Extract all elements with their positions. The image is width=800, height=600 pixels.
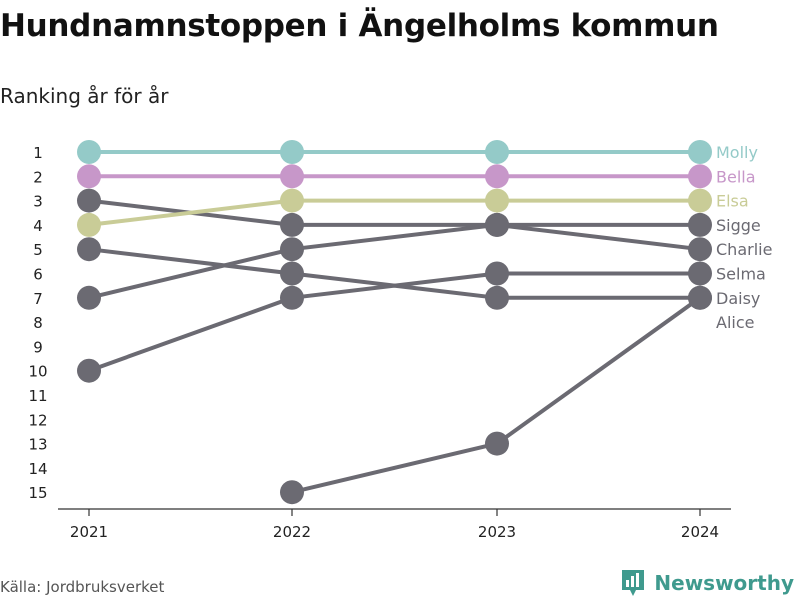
x-tick-label: 2023 — [478, 523, 516, 541]
data-point-charlie — [77, 237, 101, 262]
data-point-daisy — [280, 285, 304, 310]
end-labels: Molly Bella Elsa Sigge Charlie Selma Daisy Alic… — [716, 143, 772, 332]
chart-title: Hundnamnstoppen i Ängelholms kommun — [0, 8, 719, 44]
chart-subtitle: Ranking år för år — [0, 84, 169, 108]
x-tick-label: 2024 — [681, 523, 719, 541]
data-point-selma — [280, 237, 304, 262]
y-tick-label: 2 — [33, 168, 43, 186]
series-lines — [88, 150, 702, 495]
end-label-sigge: Sigge — [716, 216, 761, 235]
end-label-daisy: Daisy — [716, 289, 760, 308]
series-line-selma — [88, 222, 701, 300]
data-point-bella — [485, 164, 509, 189]
x-axis: 2021 2022 2023 2024 — [58, 508, 731, 541]
brand-name: Newsworthy — [654, 571, 794, 595]
x-tick-label: 2022 — [273, 523, 311, 541]
data-point-bella — [280, 164, 304, 189]
y-tick-label: 11 — [28, 387, 47, 405]
y-tick-label: 9 — [33, 338, 43, 356]
data-point-sigge — [280, 212, 304, 237]
data-point-daisy — [688, 261, 712, 286]
y-tick-label: 8 — [33, 314, 43, 332]
data-point-alice — [688, 285, 712, 310]
y-tick-label: 12 — [28, 411, 47, 429]
series-line-elsa — [88, 198, 700, 227]
data-point-elsa — [77, 212, 101, 237]
series-line-daisy — [88, 271, 700, 373]
data-point-molly — [77, 140, 101, 164]
data-point-daisy — [77, 358, 101, 383]
y-tick-label: 6 — [33, 266, 43, 284]
newsworthy-logo-icon — [622, 570, 645, 596]
y-tick-label: 4 — [33, 217, 43, 235]
data-point-bella — [77, 164, 101, 189]
data-point-molly — [280, 140, 304, 164]
y-tick-label: 5 — [33, 241, 43, 259]
series-points — [77, 140, 712, 505]
end-label-charlie: Charlie — [716, 240, 772, 259]
data-point-daisy — [485, 261, 509, 286]
data-point-sigge — [688, 212, 712, 237]
data-point-selma — [688, 237, 712, 262]
end-label-selma: Selma — [716, 265, 766, 284]
data-point-selma — [485, 212, 509, 237]
brand-logo[interactable]: Newsworthy — [620, 568, 794, 598]
y-tick-label: 7 — [33, 290, 43, 308]
series-line-alice — [291, 296, 702, 495]
data-point-elsa — [688, 188, 712, 213]
data-point-bella — [688, 164, 712, 189]
y-tick-label: 3 — [33, 193, 43, 211]
end-label-bella: Bella — [716, 167, 756, 186]
y-tick-label: 15 — [28, 484, 47, 502]
y-tick-label: 1 — [33, 144, 43, 162]
y-tick-label: 14 — [28, 460, 47, 478]
x-tick-label: 2021 — [70, 523, 108, 541]
end-label-elsa: Elsa — [716, 192, 749, 211]
data-point-molly — [485, 140, 509, 164]
data-point-alice — [280, 480, 304, 505]
data-point-charlie — [485, 285, 509, 310]
y-tick-label: 10 — [28, 363, 47, 381]
end-label-molly: Molly — [716, 143, 758, 162]
data-point-charlie — [280, 261, 304, 286]
end-label-alice: Alice — [716, 313, 754, 332]
source-note: Källa: Jordbruksverket — [0, 578, 165, 596]
data-point-elsa — [485, 188, 509, 213]
data-point-alice — [485, 431, 509, 456]
data-point-elsa — [280, 188, 304, 213]
data-point-selma — [77, 285, 101, 310]
data-point-molly — [688, 140, 712, 164]
y-tick-label: 13 — [28, 436, 47, 454]
data-point-sigge — [77, 188, 101, 213]
